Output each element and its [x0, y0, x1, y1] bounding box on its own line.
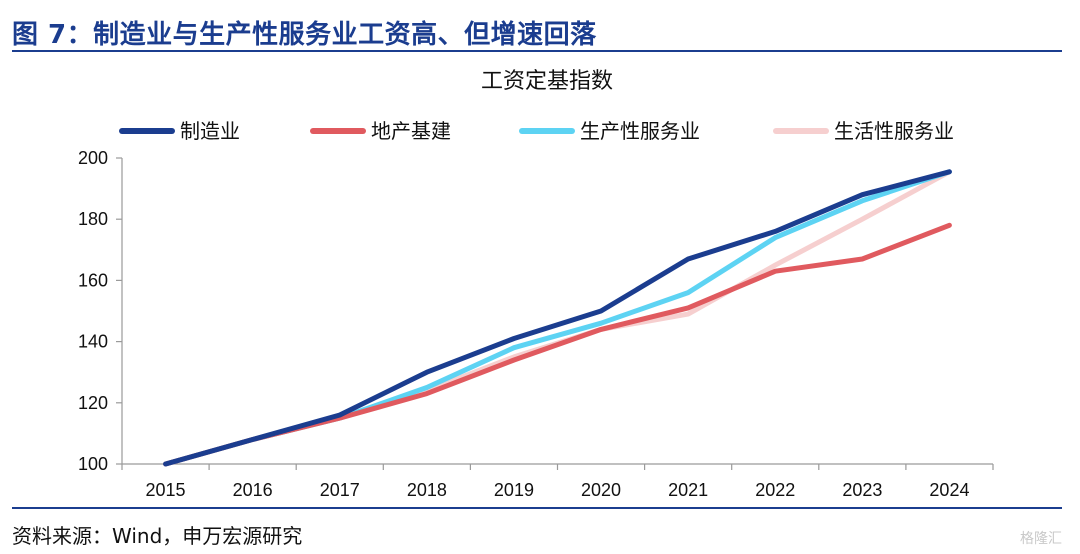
series-lines — [163, 169, 952, 467]
y-tick-label: 120 — [78, 393, 108, 413]
figure-title: 图 7：制造业与生产性服务业工资高、但增速回落 — [12, 20, 597, 50]
x-tick-label: 2017 — [320, 480, 360, 500]
x-tick-label: 2015 — [146, 480, 186, 500]
x-tick-label: 2023 — [842, 480, 882, 500]
legend-label: 地产基建 — [371, 119, 451, 143]
legend-item: 生活性服务业 — [773, 119, 954, 143]
legend-label: 制造业 — [180, 119, 240, 143]
y-tick-label: 200 — [78, 148, 108, 168]
legend: 制造业 地产基建 生产性服务业 生活性服务业 — [119, 119, 954, 143]
watermark: 格隆汇 — [1020, 531, 1062, 547]
y-tick-label: 180 — [78, 209, 108, 229]
legend-item: 地产基建 — [310, 119, 451, 143]
axes: 100 120 140 160 180 200 2015 2016 2017 2018 2019 20… — [78, 148, 994, 500]
x-tick-label: 2019 — [494, 480, 534, 500]
series-line-2 — [163, 169, 952, 467]
x-tick-label: 2016 — [233, 480, 273, 500]
x-tick-label: 2024 — [929, 480, 969, 500]
x-tick-label: 2021 — [668, 480, 708, 500]
source-note: 资料来源：Wind，申万宏源研究 — [12, 524, 303, 548]
series-line-1 — [163, 222, 952, 467]
x-tick-label: 2020 — [581, 480, 621, 500]
y-tick-label: 100 — [78, 454, 108, 474]
title-divider — [12, 50, 1062, 52]
legend-label: 生产性服务业 — [580, 119, 700, 143]
y-tick-label: 140 — [78, 332, 108, 352]
legend-label: 生活性服务业 — [834, 119, 954, 143]
legend-item: 制造业 — [119, 119, 240, 143]
footer-divider — [12, 507, 1062, 509]
x-tick-label: 2022 — [755, 480, 795, 500]
series-line-0 — [163, 169, 952, 467]
x-tick-label: 2018 — [407, 480, 447, 500]
chart-title: 工资定基指数 — [481, 69, 613, 94]
legend-item: 生产性服务业 — [519, 119, 700, 143]
y-tick-label: 160 — [78, 270, 108, 290]
